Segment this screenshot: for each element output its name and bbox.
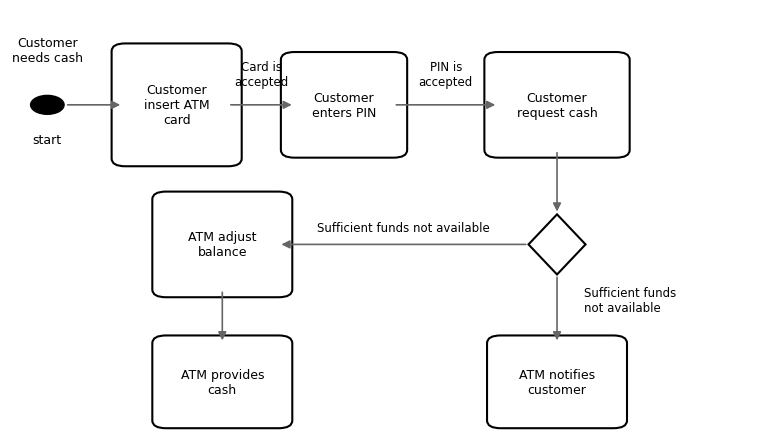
Text: ATM notifies
customer: ATM notifies customer bbox=[519, 368, 595, 396]
Text: ATM provides
cash: ATM provides cash bbox=[181, 368, 264, 396]
FancyBboxPatch shape bbox=[152, 192, 292, 298]
Text: PIN is
accepted: PIN is accepted bbox=[418, 60, 473, 89]
Text: Sufficient funds not available: Sufficient funds not available bbox=[317, 221, 490, 234]
FancyBboxPatch shape bbox=[152, 335, 292, 428]
Text: Customer
needs cash: Customer needs cash bbox=[12, 37, 83, 65]
Circle shape bbox=[31, 96, 64, 115]
FancyBboxPatch shape bbox=[484, 53, 630, 158]
FancyBboxPatch shape bbox=[281, 53, 407, 158]
Text: Customer
enters PIN: Customer enters PIN bbox=[312, 92, 376, 120]
Text: Sufficient funds
not available: Sufficient funds not available bbox=[584, 286, 676, 315]
Text: Customer
insert ATM
card: Customer insert ATM card bbox=[144, 84, 209, 127]
Text: ATM adjust
balance: ATM adjust balance bbox=[188, 231, 257, 259]
Text: Customer
request cash: Customer request cash bbox=[517, 92, 598, 120]
FancyBboxPatch shape bbox=[487, 335, 627, 428]
FancyBboxPatch shape bbox=[112, 44, 241, 167]
Text: Card is
accepted: Card is accepted bbox=[235, 60, 288, 89]
Polygon shape bbox=[528, 215, 585, 275]
Text: start: start bbox=[33, 133, 62, 146]
